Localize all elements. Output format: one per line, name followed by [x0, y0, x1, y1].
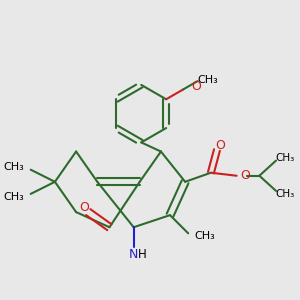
Text: N: N — [129, 248, 138, 261]
Text: CH₃: CH₃ — [275, 153, 295, 163]
Text: CH₃: CH₃ — [4, 162, 24, 172]
Text: CH₃: CH₃ — [4, 192, 24, 202]
Text: CH₃: CH₃ — [198, 75, 219, 85]
Text: CH₃: CH₃ — [275, 189, 295, 199]
Text: H: H — [138, 248, 146, 261]
Text: O: O — [215, 139, 225, 152]
Text: O: O — [240, 169, 250, 182]
Text: CH₃: CH₃ — [194, 231, 215, 241]
Text: O: O — [191, 80, 201, 94]
Text: O: O — [79, 201, 88, 214]
